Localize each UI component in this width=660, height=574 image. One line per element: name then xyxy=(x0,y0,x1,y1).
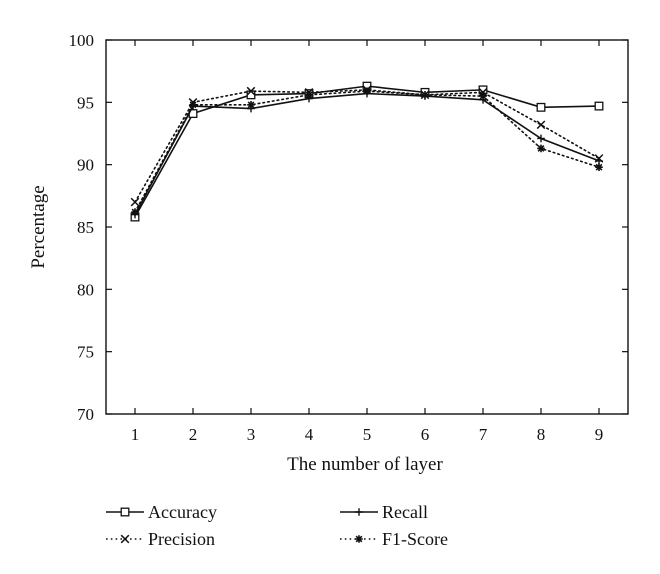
axis-ticks: 70 75 80 85 90 95 100 1 2 3 4 5 6 7 8 9 xyxy=(69,31,628,444)
legend-item: F1-Score xyxy=(340,529,448,549)
y-tick-label: 85 xyxy=(77,218,94,237)
x-tick-label: 5 xyxy=(363,425,372,444)
x-marker xyxy=(120,534,130,544)
plus-marker xyxy=(355,508,363,516)
series-line xyxy=(134,92,600,216)
square-marker xyxy=(594,101,604,111)
legend-label: Accuracy xyxy=(148,502,217,522)
star-marker xyxy=(363,87,371,95)
series-recall xyxy=(131,89,603,219)
series-layer xyxy=(130,81,604,222)
x-axis-label: The number of layer xyxy=(287,454,443,475)
star-marker xyxy=(595,163,603,171)
x-tick-label: 1 xyxy=(131,425,140,444)
series-line xyxy=(134,89,600,203)
star-marker xyxy=(247,101,255,109)
series-line xyxy=(134,85,600,218)
legend-item: Precision xyxy=(106,529,215,549)
y-tick-label: 90 xyxy=(77,156,94,175)
x-tick-label: 9 xyxy=(595,425,604,444)
series-f1-score xyxy=(131,87,603,216)
y-tick-label: 80 xyxy=(77,280,94,299)
legend-label: Precision xyxy=(148,529,215,549)
legend-item: Accuracy xyxy=(106,502,217,522)
y-axis-label: Percentage xyxy=(28,185,49,268)
legend: Accuracy Recall Precision F1-Score xyxy=(106,502,448,549)
star-marker xyxy=(131,208,139,216)
legend-item: Recall xyxy=(340,502,428,522)
x-marker xyxy=(246,86,256,96)
y-tick-label: 70 xyxy=(77,405,94,424)
plus-marker xyxy=(537,134,545,143)
square-marker xyxy=(120,507,130,517)
y-tick-label: 95 xyxy=(77,93,94,112)
x-tick-label: 8 xyxy=(537,425,546,444)
x-tick-label: 6 xyxy=(421,425,430,444)
star-marker xyxy=(305,91,313,99)
legend-label: Recall xyxy=(382,502,428,522)
square-marker xyxy=(536,102,546,112)
star-marker xyxy=(537,144,545,153)
x-tick-label: 3 xyxy=(247,425,256,444)
x-tick-label: 4 xyxy=(305,425,314,444)
legend-label: F1-Score xyxy=(382,529,448,549)
star-marker xyxy=(479,92,487,100)
y-tick-label: 100 xyxy=(69,31,95,50)
star-marker xyxy=(189,101,197,109)
y-tick-label: 75 xyxy=(77,343,94,362)
x-tick-label: 7 xyxy=(479,425,488,444)
x-marker xyxy=(130,197,140,207)
star-marker xyxy=(355,535,363,543)
x-marker xyxy=(536,120,546,130)
series-accuracy xyxy=(130,81,604,222)
star-marker xyxy=(421,91,429,99)
square-marker xyxy=(246,90,256,100)
x-tick-label: 2 xyxy=(189,425,198,444)
